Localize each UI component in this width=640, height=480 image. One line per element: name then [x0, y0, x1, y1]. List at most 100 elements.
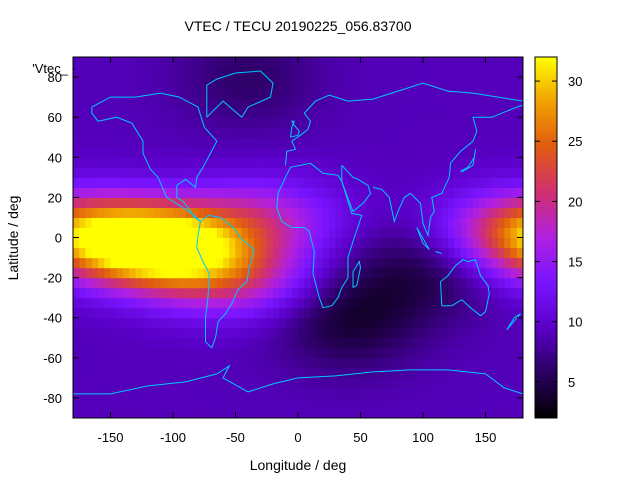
heatmap-cell	[123, 297, 130, 309]
heatmap-cell	[223, 97, 230, 108]
heatmap-cell	[198, 177, 205, 188]
heatmap-cell	[360, 107, 368, 118]
heatmap-cell	[510, 297, 518, 309]
heatmap-cell	[348, 147, 355, 158]
heatmap-cell	[448, 337, 455, 349]
heatmap-cell	[104, 237, 112, 249]
heatmap-cell	[91, 257, 99, 269]
heatmap-cell	[498, 67, 505, 78]
heatmap-cell	[198, 327, 205, 339]
heatmap-cell	[323, 157, 330, 168]
heatmap-cell	[410, 217, 418, 229]
heatmap-cell	[104, 407, 112, 418]
heatmap-cell	[216, 287, 224, 299]
heatmap-cell	[123, 227, 130, 239]
heatmap-cell	[398, 257, 405, 269]
heatmap-cell	[466, 287, 474, 299]
heatmap-cell	[235, 397, 243, 409]
heatmap-cell	[154, 117, 162, 128]
heatmap-cell	[516, 317, 523, 329]
heatmap-cell	[454, 307, 462, 319]
heatmap-cell	[110, 117, 118, 128]
heatmap-cell	[385, 257, 393, 269]
heatmap-cell	[335, 77, 343, 88]
heatmap-cell	[241, 407, 249, 418]
heatmap-cell	[429, 407, 437, 418]
heatmap-cell	[298, 247, 305, 259]
heatmap-cell	[354, 317, 362, 329]
heatmap-cell	[204, 87, 212, 98]
heatmap-cell	[216, 317, 224, 329]
heatmap-cell	[491, 407, 499, 418]
heatmap-cell	[423, 327, 430, 339]
heatmap-cell	[504, 217, 512, 229]
heatmap-cell	[85, 107, 93, 118]
heatmap-cell	[135, 347, 143, 359]
heatmap-cell	[85, 137, 93, 148]
heatmap-cell	[479, 217, 487, 229]
heatmap-cell	[235, 247, 243, 259]
heatmap-cell	[173, 357, 180, 369]
heatmap-cell	[279, 167, 287, 178]
heatmap-cell	[291, 127, 299, 138]
heatmap-cell	[379, 77, 387, 88]
heatmap-cell	[260, 407, 268, 418]
heatmap-cell	[91, 117, 99, 128]
heatmap-cell	[366, 87, 374, 98]
heatmap-cell	[473, 237, 480, 249]
heatmap-cell	[85, 227, 93, 239]
heatmap-cell	[373, 57, 380, 68]
heatmap-cell	[429, 167, 437, 178]
heatmap-cell	[279, 367, 287, 379]
heatmap-cell	[454, 177, 462, 188]
heatmap-cell	[348, 137, 355, 148]
heatmap-cell	[285, 67, 293, 78]
heatmap-cell	[191, 347, 199, 359]
heatmap-cell	[98, 277, 105, 289]
heatmap-cell	[79, 257, 87, 269]
heatmap-cell	[335, 377, 343, 389]
heatmap-cell	[273, 117, 280, 128]
heatmap-cell	[329, 327, 337, 339]
heatmap-cell	[379, 197, 387, 209]
heatmap-cell	[323, 267, 330, 279]
heatmap-cell	[479, 377, 487, 389]
heatmap-cell	[448, 87, 455, 98]
heatmap-cell	[73, 267, 80, 279]
heatmap-cell	[235, 187, 243, 198]
heatmap-cell	[204, 97, 212, 108]
heatmap-cell	[260, 267, 268, 279]
heatmap-cell	[398, 177, 405, 188]
heatmap-cell	[460, 187, 468, 198]
heatmap-cell	[273, 287, 280, 299]
heatmap-cell	[435, 237, 443, 249]
heatmap-cell	[279, 267, 287, 279]
heatmap-cell	[398, 367, 405, 379]
heatmap-cell	[254, 377, 262, 389]
heatmap-cell	[73, 67, 80, 78]
heatmap-cell	[148, 387, 155, 399]
heatmap-cell	[79, 117, 87, 128]
heatmap-cell	[423, 217, 430, 229]
heatmap-cell	[423, 297, 430, 309]
heatmap-cell	[241, 297, 249, 309]
heatmap-cell	[341, 307, 349, 319]
heatmap-cell	[166, 147, 174, 158]
heatmap-cell	[266, 327, 274, 339]
heatmap-cell	[248, 107, 255, 118]
heatmap-cell	[316, 147, 324, 158]
heatmap-cell	[73, 257, 80, 269]
heatmap-cell	[416, 277, 424, 289]
heatmap-cell	[266, 387, 274, 399]
heatmap-cell	[98, 197, 105, 209]
heatmap-cell	[116, 87, 124, 98]
heatmap-cell	[273, 337, 280, 349]
heatmap-cell	[179, 327, 187, 339]
heatmap-cell	[373, 327, 380, 339]
heatmap-cell	[216, 137, 224, 148]
heatmap-cell	[404, 227, 412, 239]
heatmap-cell	[210, 197, 218, 209]
heatmap-cell	[516, 347, 523, 359]
heatmap-cell	[423, 87, 430, 98]
